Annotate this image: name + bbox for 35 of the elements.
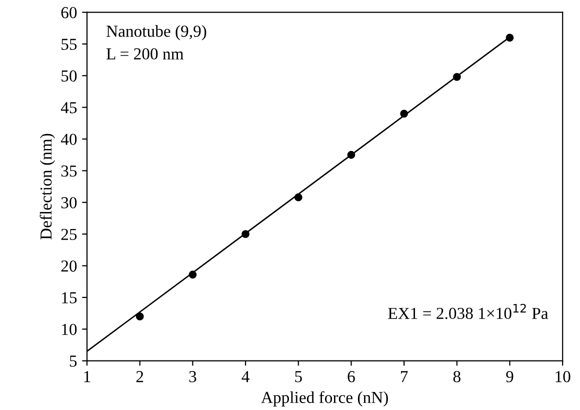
x-tick-label: 9: [506, 371, 514, 382]
x-tick-label: 2: [136, 371, 144, 382]
annotation: L = 200 nm: [106, 48, 184, 60]
y-tick-label: 30: [61, 197, 77, 208]
y-tick-label: 10: [62, 324, 77, 336]
annotation: EX1 = 2.038 1×10$^{12}$ Pa: [388, 304, 548, 320]
annotation: Nanotube (9,9): [106, 25, 206, 40]
y-tick-label: 50: [62, 70, 77, 82]
y-tick-label: 55: [62, 38, 77, 50]
y-tick-label: 25: [61, 228, 77, 240]
y-tick-label: 45: [60, 102, 77, 114]
x-tick-label: 5: [295, 371, 302, 382]
x-tick-label: 1: [84, 371, 90, 382]
point: [136, 312, 144, 320]
y-axis-title: Deflection (nm): [40, 134, 56, 240]
point: [242, 230, 250, 238]
point: [347, 150, 356, 159]
x-tick-label: 4: [242, 371, 250, 382]
x-tick-label: 8: [453, 371, 460, 382]
y-tick-label: 5: [70, 356, 77, 367]
y-tick-label: 15: [62, 292, 77, 304]
point: [188, 270, 197, 279]
x-tick-label: 6: [348, 371, 355, 382]
x-tick-label: 3: [189, 371, 196, 382]
x-tick-label: 10: [556, 371, 570, 382]
x-axis-title: Applied force (nN): [261, 391, 388, 406]
point: [294, 193, 302, 202]
point: [506, 34, 514, 42]
x-tick-label: 7: [401, 371, 408, 382]
y-tick-label: 35: [61, 165, 77, 177]
y-tick-label: 40: [60, 134, 77, 145]
y-tick-label: 60: [61, 7, 77, 18]
point: [452, 72, 461, 81]
point: [400, 110, 408, 118]
y-tick-label: 20: [61, 260, 77, 272]
